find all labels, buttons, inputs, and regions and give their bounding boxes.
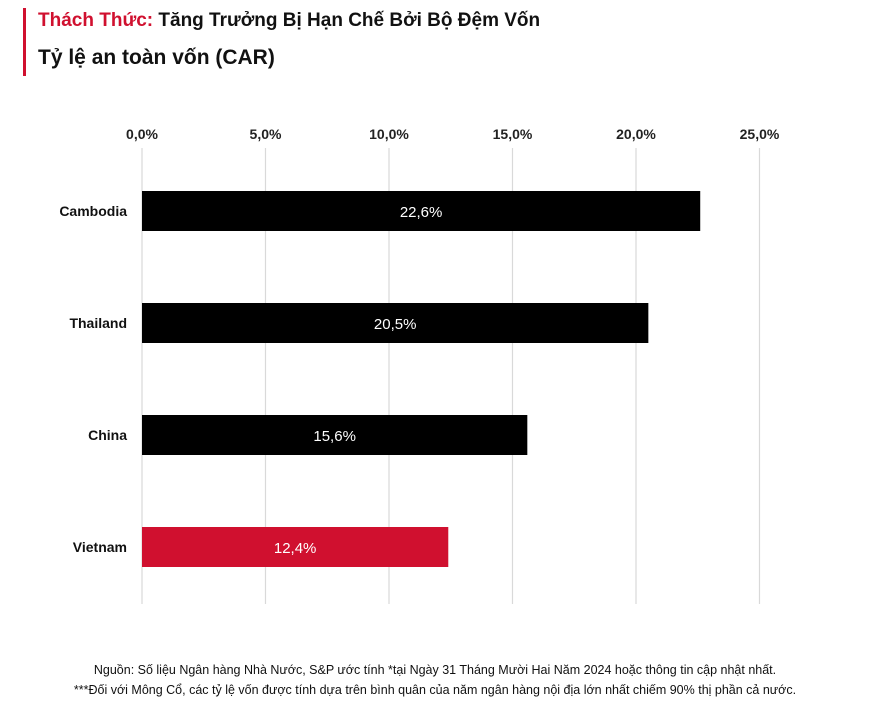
x-tick-label: 25,0% [740,126,780,142]
bar [142,191,701,231]
footnotes: Nguồn: Số liệu Ngân hàng Nhà Nước, S&P ư… [0,660,870,700]
data-label: 20,5% [374,316,417,333]
bar [142,303,649,343]
data-label: 12,4% [274,540,317,557]
x-tick-label: 10,0% [369,126,409,142]
chart-subtitle: Tỷ lệ an toàn vốn (CAR) [38,46,275,69]
category-label: Thailand [69,315,127,331]
data-label: 22,6% [400,204,443,221]
category-label: Cambodia [59,203,127,219]
category-label: Vietnam [73,539,127,555]
title-accent-bar [23,8,26,76]
bar [142,415,528,455]
category-label: China [88,427,127,443]
x-tick-label: 15,0% [493,126,533,142]
title-highlight: Thách Thức: [38,10,154,31]
footnote-mongolia: ***Đối với Mông Cổ, các tỷ lệ vốn được t… [73,683,797,697]
x-tick-label: 5,0% [250,126,282,142]
x-tick-label: 0,0% [126,126,158,142]
footnote-source: Nguồn: Số liệu Ngân hàng Nhà Nước, S&P ư… [93,663,777,677]
page-title: Thách Thức: Tăng Trưởng Bị Hạn Chế Bởi B… [38,10,540,32]
bar [142,527,449,567]
x-tick-label: 20,0% [616,126,656,142]
title-text: Tăng Trưởng Bị Hạn Chế Bởi Bộ Đệm Vốn [158,10,541,31]
data-label: 15,6% [313,428,356,445]
